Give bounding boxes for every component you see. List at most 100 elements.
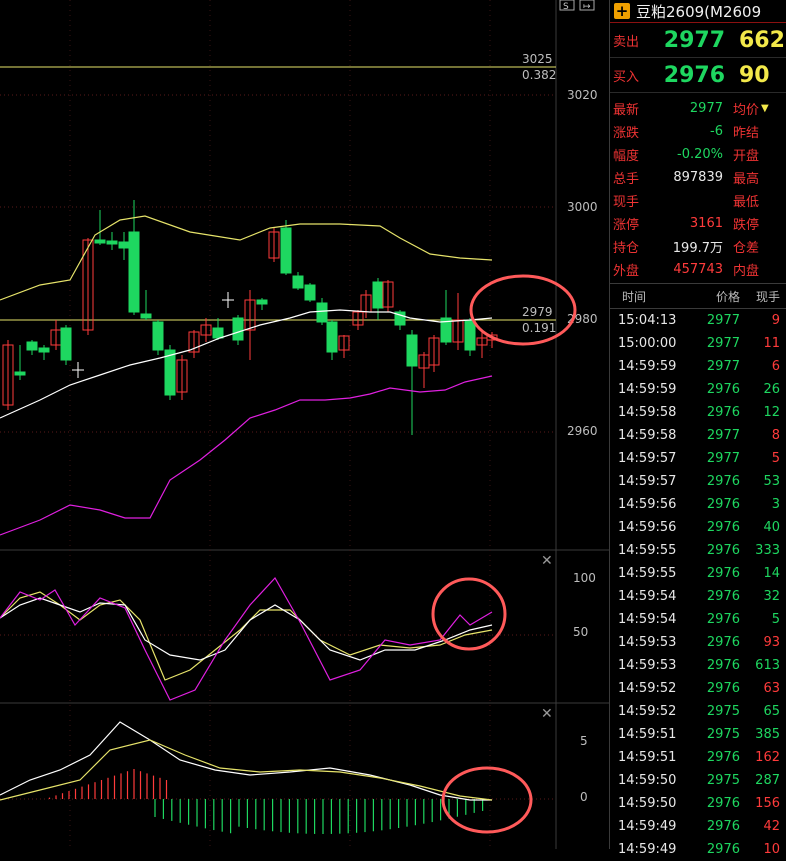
kdj-axis-label: 50 — [573, 625, 588, 639]
buy-row: 买入 2976 90 — [610, 58, 786, 93]
tick-time: 14:59:59 — [618, 382, 677, 397]
tick-price: 2976 — [706, 520, 740, 535]
chart-area[interactable]: 3020 3000 2980 2960 100 50 5 0 3025 0.382 2979 0.19… — [0, 0, 609, 849]
tick-price: 2975 — [706, 704, 740, 719]
candle-body — [26, 341, 38, 351]
stat-row: 持仓 199.7万 仓差 — [610, 235, 786, 258]
lower-band-line — [0, 375, 493, 536]
candle-body — [232, 317, 244, 341]
tick-time: 14:59:49 — [618, 819, 677, 834]
tick-volume: 53 — [763, 474, 780, 489]
stat-label: 现手 — [613, 195, 640, 210]
candle-body — [82, 239, 94, 331]
middle-ma-line — [0, 309, 493, 419]
tick-price: 2975 — [706, 773, 740, 788]
candle-body — [152, 321, 164, 351]
tick-time: 14:59:55 — [618, 543, 677, 558]
stat-row: 涨跌 -6 昨结 — [610, 120, 786, 143]
plus-icon[interactable]: + — [614, 2, 630, 20]
tick-volume: 6 — [771, 359, 780, 374]
candle-body — [176, 359, 188, 393]
settings-icon-glyph: S — [563, 2, 569, 12]
candle-body — [406, 334, 418, 367]
fib-price-label: 2979 — [522, 305, 553, 319]
kdj-close-icon[interactable]: ✕ — [541, 553, 553, 569]
tick-row: 14:59:59 2976 26 — [610, 378, 786, 401]
tick-volume: 162 — [755, 750, 780, 765]
macd-axis-label: 5 — [580, 734, 588, 748]
highlight-circle — [441, 766, 533, 834]
tick-volume: 12 — [763, 405, 780, 420]
tick-volume: 333 — [755, 543, 780, 558]
macd-close-icon[interactable]: ✕ — [541, 706, 553, 722]
stat-row: 外盘 457743 内盘 — [610, 258, 786, 281]
tick-time: 14:59:53 — [618, 635, 677, 650]
tick-header: 时间 价格 现手 — [610, 283, 786, 309]
tick-row: 14:59:49 2976 10 — [610, 838, 786, 861]
tick-time: 14:59:52 — [618, 681, 677, 696]
upper-band-line — [0, 215, 493, 301]
tick-time: 14:59:50 — [618, 796, 677, 811]
stat-row: 最新 2977 均价 ▼ — [610, 97, 786, 120]
stat-label-2: 开盘 — [733, 149, 760, 164]
kdj-j-line — [0, 576, 493, 701]
stat-value: -0.20% — [677, 147, 723, 162]
tick-price: 2976 — [706, 658, 740, 673]
stat-label: 最新 — [613, 103, 640, 118]
candle-body — [440, 317, 452, 343]
fib-ratio-label: 0.191 — [522, 321, 556, 335]
tick-list[interactable]: 15:04:13 2977 9 15:00:00 2977 11 14:59:59 2977 6… — [610, 309, 786, 861]
tick-time: 15:00:00 — [618, 336, 677, 351]
buy-label: 买入 — [613, 69, 640, 85]
tick-row: 14:59:59 2977 6 — [610, 355, 786, 378]
candle-body — [292, 275, 304, 289]
tick-volume: 11 — [763, 336, 780, 351]
stat-label: 持仓 — [613, 241, 640, 256]
stat-label-2: 最低 — [733, 195, 760, 210]
highlight-circle — [431, 577, 507, 651]
tick-price: 2976 — [706, 681, 740, 696]
tick-time: 14:59:59 — [618, 359, 677, 374]
stat-label-2: 跌停 — [733, 218, 760, 233]
exit-icon[interactable] — [579, 0, 595, 11]
candle-body — [244, 299, 256, 331]
kdj-d-line — [0, 591, 493, 681]
tick-time: 14:59:58 — [618, 428, 677, 443]
tick-row: 14:59:52 2976 63 — [610, 677, 786, 700]
tick-price: 2976 — [706, 612, 740, 627]
tick-volume: 156 — [755, 796, 780, 811]
tick-row: 14:59:50 2976 156 — [610, 792, 786, 815]
tick-volume: 63 — [763, 681, 780, 696]
stat-label: 涨跌 — [613, 126, 640, 141]
tick-row: 14:59:53 2976 613 — [610, 654, 786, 677]
tick-volume: 32 — [763, 589, 780, 604]
candle-body — [352, 311, 364, 326]
settings-icon[interactable] — [559, 0, 575, 11]
stat-label-2: 均价 — [733, 103, 760, 118]
tick-time: 14:59:53 — [618, 658, 677, 673]
tick-volume: 10 — [763, 842, 780, 857]
dropdown-arrow-icon[interactable]: ▼ — [761, 103, 769, 114]
tick-price: 2976 — [706, 842, 740, 857]
tick-header-volume: 现手 — [755, 289, 780, 304]
stat-value: -6 — [710, 124, 723, 139]
sell-label: 卖出 — [613, 34, 640, 50]
tick-row: 14:59:54 2976 32 — [610, 585, 786, 608]
tick-time: 14:59:50 — [618, 773, 677, 788]
tick-price: 2976 — [706, 566, 740, 581]
candle-body — [280, 227, 292, 274]
tick-price: 2976 — [706, 497, 740, 512]
tick-volume: 93 — [763, 635, 780, 650]
tick-volume: 26 — [763, 382, 780, 397]
tick-row: 14:59:51 2975 385 — [610, 723, 786, 746]
tick-row: 14:59:57 2976 53 — [610, 470, 786, 493]
price-axis-label: 3020 — [567, 88, 598, 102]
tick-header-price: 价格 — [715, 289, 740, 304]
candlestick-chart[interactable]: 3020300029802960100505030250.38229790.19… — [0, 0, 609, 849]
tick-volume: 9 — [771, 313, 780, 328]
tick-time: 14:59:54 — [618, 612, 677, 627]
tick-price: 2977 — [706, 313, 740, 328]
candle-body — [372, 281, 384, 309]
candle-body — [316, 302, 328, 323]
stat-label: 幅度 — [613, 149, 640, 164]
